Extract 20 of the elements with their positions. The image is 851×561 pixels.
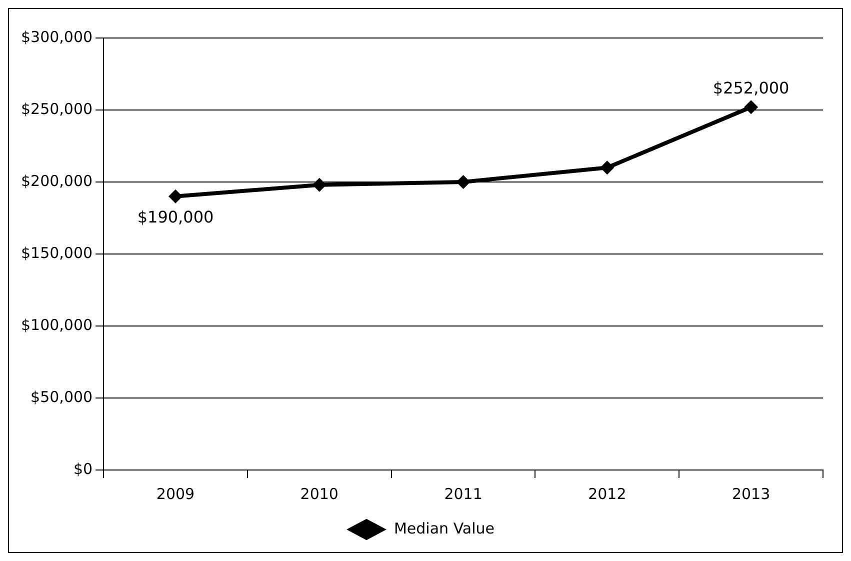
x-tick-label: 2012 <box>588 484 626 503</box>
x-tick-label: 2013 <box>732 484 770 503</box>
x-tick-label: 2009 <box>156 484 195 503</box>
point <box>600 160 614 175</box>
point <box>744 100 758 114</box>
point <box>456 175 470 189</box>
y-tick-label: $200,000 <box>20 172 93 190</box>
y-tick-label: $250,000 <box>20 100 93 118</box>
y-tick-label: $100,000 <box>20 316 93 334</box>
data-label: $190,000 <box>137 208 214 227</box>
point <box>312 178 326 192</box>
point <box>168 189 183 204</box>
y-tick-label: $150,000 <box>20 244 93 262</box>
data-label: $252,000 <box>712 78 790 98</box>
y-tick-label: $0 <box>73 460 93 478</box>
x-tick-label: 2011 <box>444 484 482 503</box>
x-tick-label: 2010 <box>300 484 338 503</box>
y-tick-label: $300,000 <box>20 28 93 46</box>
y-tick-label: $50,000 <box>30 388 93 406</box>
legend-label: Median Value <box>394 519 495 538</box>
